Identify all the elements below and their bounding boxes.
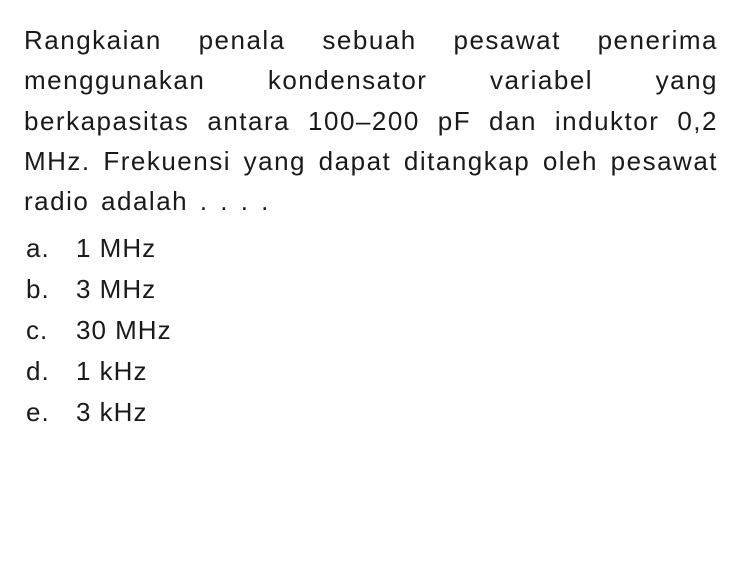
option-a: a. 1 MHz (24, 229, 718, 268)
option-value: 3 kHz (76, 393, 718, 432)
option-label: e. (24, 393, 76, 432)
option-b: b. 3 MHz (24, 270, 718, 309)
option-label: c. (24, 311, 76, 350)
option-value: 30 MHz (76, 311, 718, 350)
option-c: c. 30 MHz (24, 311, 718, 350)
option-d: d. 1 kHz (24, 352, 718, 391)
option-label: d. (24, 352, 76, 391)
option-e: e. 3 kHz (24, 393, 718, 432)
options-list: a. 1 MHz b. 3 MHz c. 30 MHz d. 1 kHz e. … (24, 229, 718, 432)
option-value: 1 MHz (76, 229, 718, 268)
option-value: 3 MHz (76, 270, 718, 309)
option-label: b. (24, 270, 76, 309)
option-label: a. (24, 229, 76, 268)
option-value: 1 kHz (76, 352, 718, 391)
question-text: Rangkaian penala sebuah pesawat penerima… (24, 20, 718, 221)
